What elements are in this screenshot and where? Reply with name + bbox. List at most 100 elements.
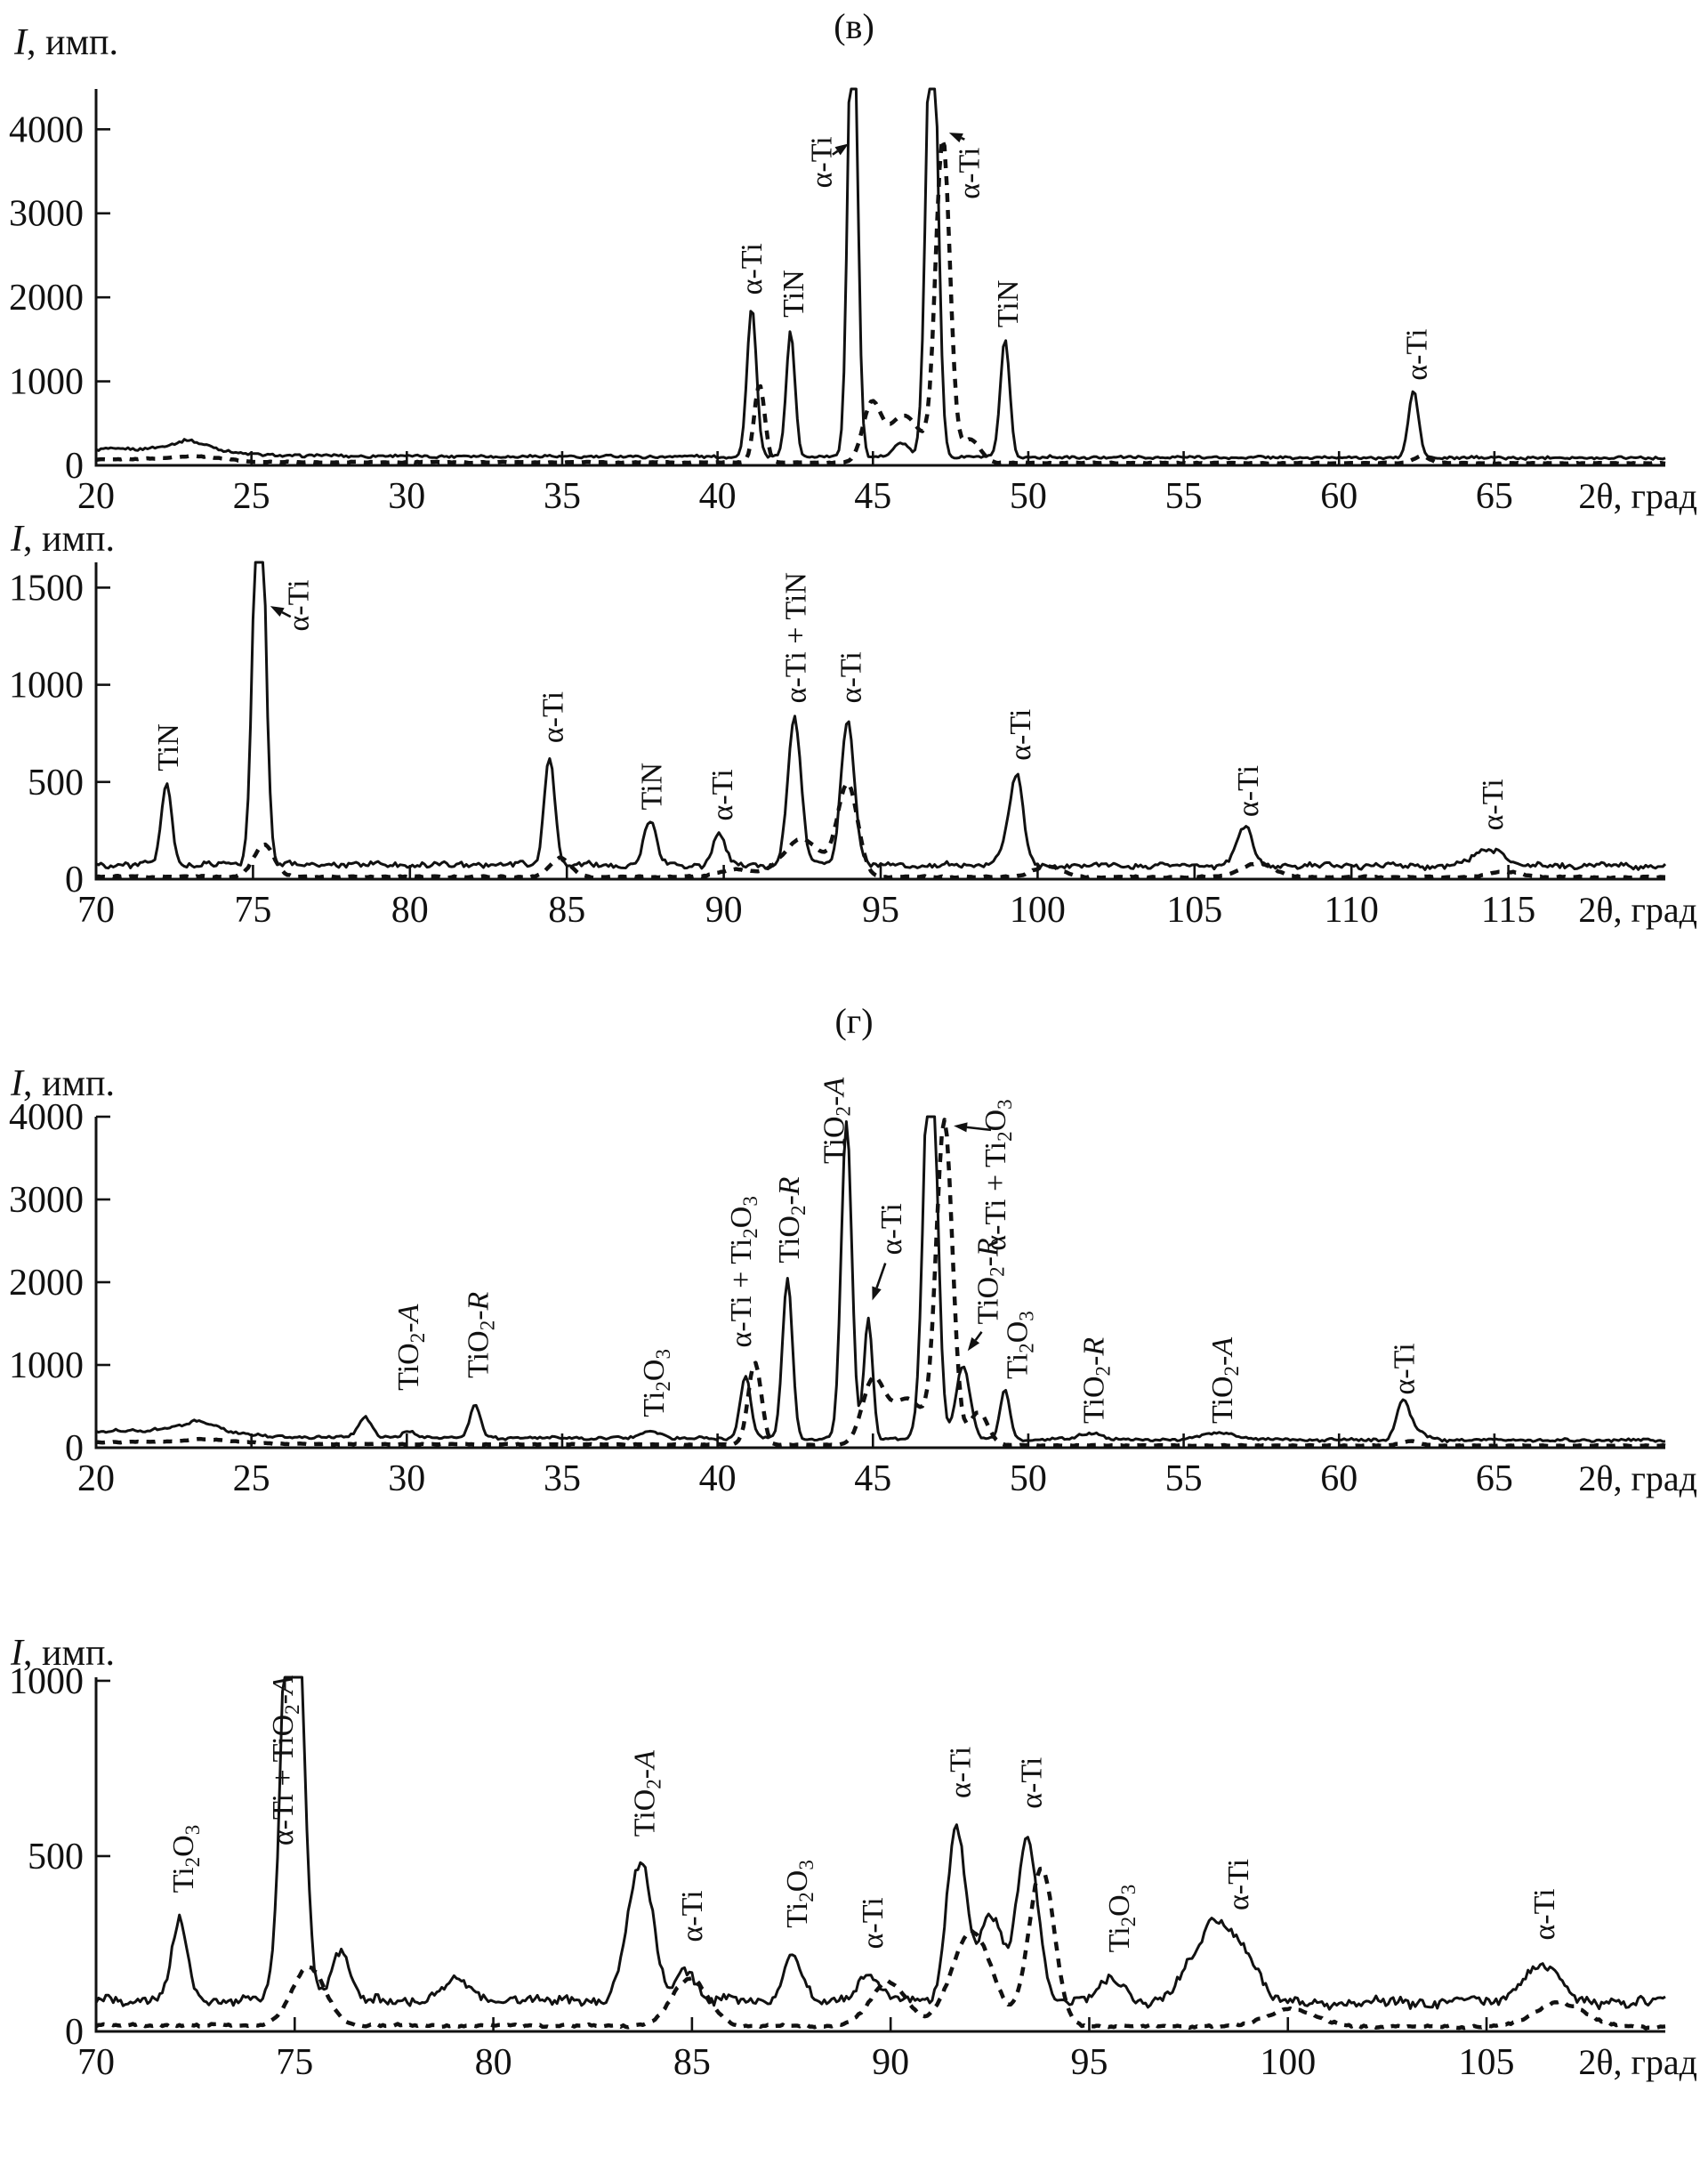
svg-text:TiO2-A: TiO2-A xyxy=(1206,1337,1243,1424)
svg-text:100: 100 xyxy=(1010,890,1066,931)
svg-text:TiO2-A: TiO2-A xyxy=(628,1750,665,1837)
svg-text:35: 35 xyxy=(544,1458,581,1499)
svg-text:Ti2O3: Ti2O3 xyxy=(1001,1311,1037,1379)
svg-text:TiN: TiN xyxy=(777,270,810,318)
svg-text:85: 85 xyxy=(673,2042,711,2083)
svg-text:1000: 1000 xyxy=(9,1345,84,1386)
chart-g-high-angle: 70 75 80 85 90 95 100 105 0 500 1000 2θ, град Ti2O3 α… xyxy=(0,1621,1708,2164)
svg-text:35: 35 xyxy=(544,476,581,517)
svg-text:α-Ti: α-Ti xyxy=(805,136,838,188)
svg-text:TiN: TiN xyxy=(152,723,185,771)
svg-text:TiO2-R: TiO2-R xyxy=(971,1238,1008,1324)
svg-text:75: 75 xyxy=(276,2042,313,2083)
svg-text:α-Ti + TiO2-A: α-Ti + TiO2-A xyxy=(266,1675,302,1845)
svg-text:1000: 1000 xyxy=(9,362,84,403)
y-axis-title: I, имп. xyxy=(14,22,119,63)
svg-text:α-Ti: α-Ti xyxy=(705,769,738,820)
svg-text:1500: 1500 xyxy=(9,568,84,609)
svg-text:2θ, град: 2θ, град xyxy=(1578,476,1697,516)
svg-text:Ti2O3: Ti2O3 xyxy=(781,1860,818,1928)
svg-text:α-Ti: α-Ti xyxy=(944,1747,977,1798)
svg-text:Ti2O3: Ti2O3 xyxy=(167,1825,204,1894)
svg-text:α-Ti: α-Ti xyxy=(1388,1343,1421,1394)
panel-label-v: (в) xyxy=(834,6,874,46)
svg-text:3000: 3000 xyxy=(9,1180,84,1221)
svg-text:0: 0 xyxy=(65,860,84,900)
svg-text:α-Ti + TiN: α-Ti + TiN xyxy=(779,572,812,703)
svg-text:45: 45 xyxy=(854,476,891,517)
svg-text:α-Ti: α-Ti xyxy=(1231,765,1264,817)
svg-text:115: 115 xyxy=(1481,890,1535,931)
svg-text:75: 75 xyxy=(234,890,271,931)
svg-text:1000: 1000 xyxy=(9,666,84,707)
svg-text:90: 90 xyxy=(705,890,743,931)
y-axis-title: I, имп. xyxy=(11,519,116,560)
svg-text:0: 0 xyxy=(65,1428,84,1469)
chart-g-low-angle: 20 25 30 35 40 45 50 55 60 65 0 1000 2000 3000 4000 2θ,… xyxy=(0,1061,1708,1516)
svg-text:80: 80 xyxy=(391,890,429,931)
y-axis-title: I, имп. xyxy=(11,1063,116,1104)
svg-text:0: 0 xyxy=(65,2012,84,2053)
svg-text:70: 70 xyxy=(77,890,115,931)
svg-text:α-Ti: α-Ti xyxy=(834,651,867,703)
svg-text:α-Ti: α-Ti xyxy=(1003,709,1036,761)
svg-text:α-Ti: α-Ti xyxy=(1221,1859,1254,1910)
svg-text:Ti2O3: Ti2O3 xyxy=(638,1349,674,1417)
svg-text:100: 100 xyxy=(1260,2042,1316,2083)
svg-text:90: 90 xyxy=(872,2042,909,2083)
svg-text:500: 500 xyxy=(28,763,84,803)
chart-v-low-angle: 20 25 30 35 40 45 50 55 60 65 0 1000 2000 3000 4000 2θ,… xyxy=(0,52,1708,517)
y-axis-title: I, имп. xyxy=(11,1633,116,1674)
svg-text:50: 50 xyxy=(1010,1458,1047,1499)
svg-text:60: 60 xyxy=(1320,476,1358,517)
svg-text:85: 85 xyxy=(548,890,585,931)
svg-text:20: 20 xyxy=(77,476,115,517)
svg-text:TiN: TiN xyxy=(635,763,668,811)
svg-text:TiN: TiN xyxy=(992,280,1025,328)
svg-text:70: 70 xyxy=(77,2042,115,2083)
svg-text:65: 65 xyxy=(1476,1458,1513,1499)
svg-text:α-Ti: α-Ti xyxy=(1015,1757,1048,1809)
svg-text:95: 95 xyxy=(1070,2042,1108,2083)
svg-text:TiO2-R: TiO2-R xyxy=(772,1176,809,1263)
svg-text:20: 20 xyxy=(77,1458,115,1499)
svg-text:α-Ti + Ti2O3: α-Ti + Ti2O3 xyxy=(979,1099,1016,1250)
svg-text:α-Ti: α-Ti xyxy=(736,243,769,295)
svg-text:105: 105 xyxy=(1459,2042,1515,2083)
svg-text:40: 40 xyxy=(699,476,737,517)
svg-text:α-Ti: α-Ti xyxy=(282,579,315,631)
svg-text:55: 55 xyxy=(1165,476,1203,517)
panel-label-g: (г) xyxy=(834,1001,874,1041)
svg-text:55: 55 xyxy=(1165,1458,1203,1499)
svg-text:25: 25 xyxy=(233,1458,270,1499)
svg-text:4000: 4000 xyxy=(9,1097,84,1138)
svg-text:500: 500 xyxy=(28,1837,84,1877)
svg-text:30: 30 xyxy=(388,476,425,517)
svg-text:65: 65 xyxy=(1476,476,1513,517)
svg-text:60: 60 xyxy=(1320,1458,1358,1499)
svg-text:1000: 1000 xyxy=(9,1661,84,1702)
svg-text:40: 40 xyxy=(699,1458,737,1499)
svg-text:Ti2O3: Ti2O3 xyxy=(1102,1885,1139,1953)
svg-text:α-Ti: α-Ti xyxy=(675,1890,708,1942)
svg-text:2θ, град: 2θ, град xyxy=(1578,1458,1697,1498)
svg-text:30: 30 xyxy=(388,1458,425,1499)
svg-text:α-Ti: α-Ti xyxy=(875,1203,908,1255)
svg-text:TiO2-A: TiO2-A xyxy=(818,1078,854,1164)
svg-text:45: 45 xyxy=(854,1458,891,1499)
svg-text:2θ, град: 2θ, град xyxy=(1578,890,1697,930)
svg-text:α-Ti: α-Ti xyxy=(1527,1888,1560,1940)
svg-text:TiO2-R: TiO2-R xyxy=(1077,1337,1114,1424)
svg-text:α-Ti: α-Ti xyxy=(536,691,569,743)
svg-text:TiO2-R: TiO2-R xyxy=(462,1291,498,1377)
svg-text:TiO2-A: TiO2-A xyxy=(392,1304,429,1390)
svg-text:α-Ti: α-Ti xyxy=(1476,779,1509,830)
svg-text:80: 80 xyxy=(475,2042,512,2083)
svg-text:95: 95 xyxy=(862,890,899,931)
svg-text:2000: 2000 xyxy=(9,278,84,319)
svg-text:110: 110 xyxy=(1324,890,1378,931)
svg-text:25: 25 xyxy=(233,476,270,517)
svg-text:2000: 2000 xyxy=(9,1263,84,1304)
svg-text:α-Ti: α-Ti xyxy=(1400,328,1433,380)
